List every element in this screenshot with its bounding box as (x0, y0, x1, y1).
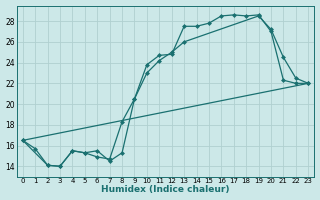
X-axis label: Humidex (Indice chaleur): Humidex (Indice chaleur) (101, 185, 230, 194)
